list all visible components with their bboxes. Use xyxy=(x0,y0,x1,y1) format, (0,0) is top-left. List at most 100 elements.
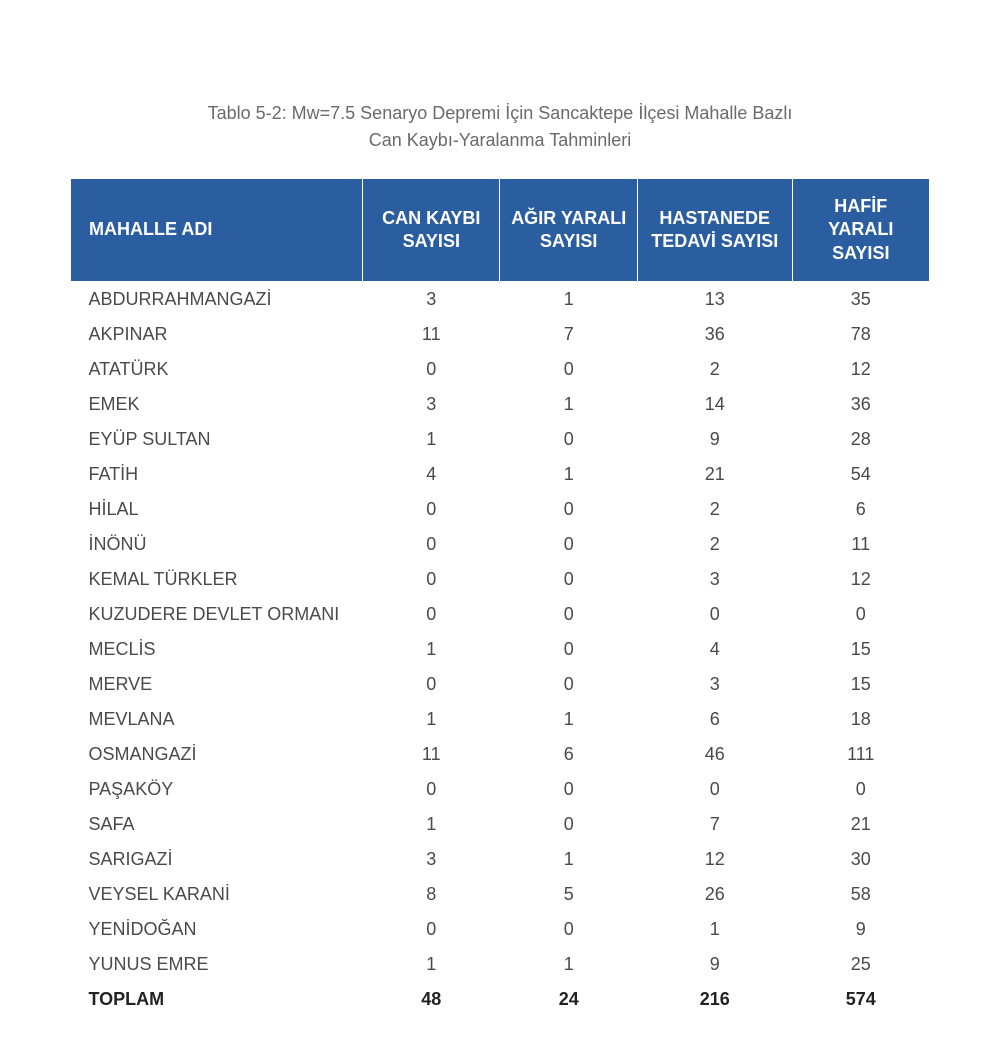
cell-value: 3 xyxy=(363,282,500,318)
cell-value: 0 xyxy=(500,597,637,632)
cell-value: 35 xyxy=(792,282,929,318)
cell-total-value: 574 xyxy=(792,982,929,1017)
cell-value: 78 xyxy=(792,317,929,352)
cell-value: 9 xyxy=(637,947,792,982)
col-header-hastanede: HASTANEDE TEDAVİ SAYISI xyxy=(637,179,792,282)
cell-value: 0 xyxy=(637,597,792,632)
cell-total-value: 216 xyxy=(637,982,792,1017)
cell-value: 25 xyxy=(792,947,929,982)
table-row: KUZUDERE DEVLET ORMANI0000 xyxy=(71,597,930,632)
table-row: FATİH412154 xyxy=(71,457,930,492)
cell-value: 2 xyxy=(637,352,792,387)
table-row: ATATÜRK00212 xyxy=(71,352,930,387)
table-row: EYÜP SULTAN10928 xyxy=(71,422,930,457)
cell-value: 0 xyxy=(500,422,637,457)
cell-value: 9 xyxy=(792,912,929,947)
cell-value: 15 xyxy=(792,667,929,702)
cell-value: 1 xyxy=(363,422,500,457)
cell-mahalle: İNÖNÜ xyxy=(71,527,363,562)
cell-value: 0 xyxy=(500,492,637,527)
cell-value: 4 xyxy=(363,457,500,492)
cell-value: 30 xyxy=(792,842,929,877)
cell-value: 7 xyxy=(500,317,637,352)
table-row: HİLAL0026 xyxy=(71,492,930,527)
cell-value: 1 xyxy=(500,947,637,982)
table-row: AKPINAR1173678 xyxy=(71,317,930,352)
cell-value: 11 xyxy=(792,527,929,562)
cell-value: 1 xyxy=(363,807,500,842)
cell-value: 0 xyxy=(363,597,500,632)
cell-mahalle: MEVLANA xyxy=(71,702,363,737)
cell-total-label: TOPLAM xyxy=(71,982,363,1017)
cell-value: 0 xyxy=(363,912,500,947)
cell-value: 1 xyxy=(500,457,637,492)
cell-mahalle: MERVE xyxy=(71,667,363,702)
cell-value: 0 xyxy=(363,352,500,387)
cell-mahalle: ABDURRAHMANGAZİ xyxy=(71,282,363,318)
cell-value: 0 xyxy=(500,632,637,667)
cell-value: 0 xyxy=(363,667,500,702)
cell-value: 36 xyxy=(792,387,929,422)
cell-value: 0 xyxy=(363,562,500,597)
table-row: OSMANGAZİ11646111 xyxy=(71,737,930,772)
col-header-hafif-yarali: HAFİF YARALI SAYISI xyxy=(792,179,929,282)
cell-value: 0 xyxy=(792,597,929,632)
cell-value: 28 xyxy=(792,422,929,457)
cell-total-value: 48 xyxy=(363,982,500,1017)
cell-value: 1 xyxy=(363,632,500,667)
cell-value: 1 xyxy=(500,842,637,877)
cell-value: 0 xyxy=(363,772,500,807)
cell-mahalle: HİLAL xyxy=(71,492,363,527)
cell-value: 1 xyxy=(637,912,792,947)
cell-value: 7 xyxy=(637,807,792,842)
cell-value: 6 xyxy=(500,737,637,772)
cell-mahalle: EMEK xyxy=(71,387,363,422)
cell-value: 1 xyxy=(500,387,637,422)
cell-value: 2 xyxy=(637,527,792,562)
casualty-table: MAHALLE ADI CAN KAYBI SAYISI AĞIR YARALI… xyxy=(70,178,930,1017)
cell-value: 5 xyxy=(500,877,637,912)
cell-mahalle: ATATÜRK xyxy=(71,352,363,387)
cell-value: 9 xyxy=(637,422,792,457)
table-row: İNÖNÜ00211 xyxy=(71,527,930,562)
cell-value: 13 xyxy=(637,282,792,318)
cell-value: 14 xyxy=(637,387,792,422)
cell-value: 111 xyxy=(792,737,929,772)
cell-value: 1 xyxy=(500,282,637,318)
table-header-row: MAHALLE ADI CAN KAYBI SAYISI AĞIR YARALI… xyxy=(71,179,930,282)
cell-value: 12 xyxy=(792,562,929,597)
cell-value: 0 xyxy=(500,527,637,562)
table-total-row: TOPLAM4824216574 xyxy=(71,982,930,1017)
cell-value: 1 xyxy=(363,702,500,737)
cell-value: 0 xyxy=(500,807,637,842)
table-row: MEVLANA11618 xyxy=(71,702,930,737)
cell-mahalle: SAFA xyxy=(71,807,363,842)
cell-value: 0 xyxy=(363,527,500,562)
cell-value: 3 xyxy=(637,562,792,597)
col-header-can-kaybi: CAN KAYBI SAYISI xyxy=(363,179,500,282)
cell-value: 0 xyxy=(500,667,637,702)
table-row: KEMAL TÜRKLER00312 xyxy=(71,562,930,597)
cell-value: 18 xyxy=(792,702,929,737)
cell-value: 0 xyxy=(792,772,929,807)
cell-value: 1 xyxy=(363,947,500,982)
table-row: YUNUS EMRE11925 xyxy=(71,947,930,982)
cell-mahalle: OSMANGAZİ xyxy=(71,737,363,772)
cell-value: 12 xyxy=(637,842,792,877)
cell-value: 0 xyxy=(500,352,637,387)
table-row: VEYSEL KARANİ852658 xyxy=(71,877,930,912)
cell-mahalle: YUNUS EMRE xyxy=(71,947,363,982)
table-caption: Tablo 5-2: Mw=7.5 Senaryo Depremi İçin S… xyxy=(70,100,930,154)
caption-line-2: Can Kaybı-Yaralanma Tahminleri xyxy=(369,130,631,150)
caption-line-1: Tablo 5-2: Mw=7.5 Senaryo Depremi İçin S… xyxy=(208,103,793,123)
cell-value: 4 xyxy=(637,632,792,667)
cell-mahalle: EYÜP SULTAN xyxy=(71,422,363,457)
cell-value: 3 xyxy=(363,842,500,877)
cell-value: 0 xyxy=(363,492,500,527)
table-row: SARIGAZİ311230 xyxy=(71,842,930,877)
cell-mahalle: VEYSEL KARANİ xyxy=(71,877,363,912)
cell-total-value: 24 xyxy=(500,982,637,1017)
cell-value: 3 xyxy=(637,667,792,702)
table-row: SAFA10721 xyxy=(71,807,930,842)
cell-value: 15 xyxy=(792,632,929,667)
